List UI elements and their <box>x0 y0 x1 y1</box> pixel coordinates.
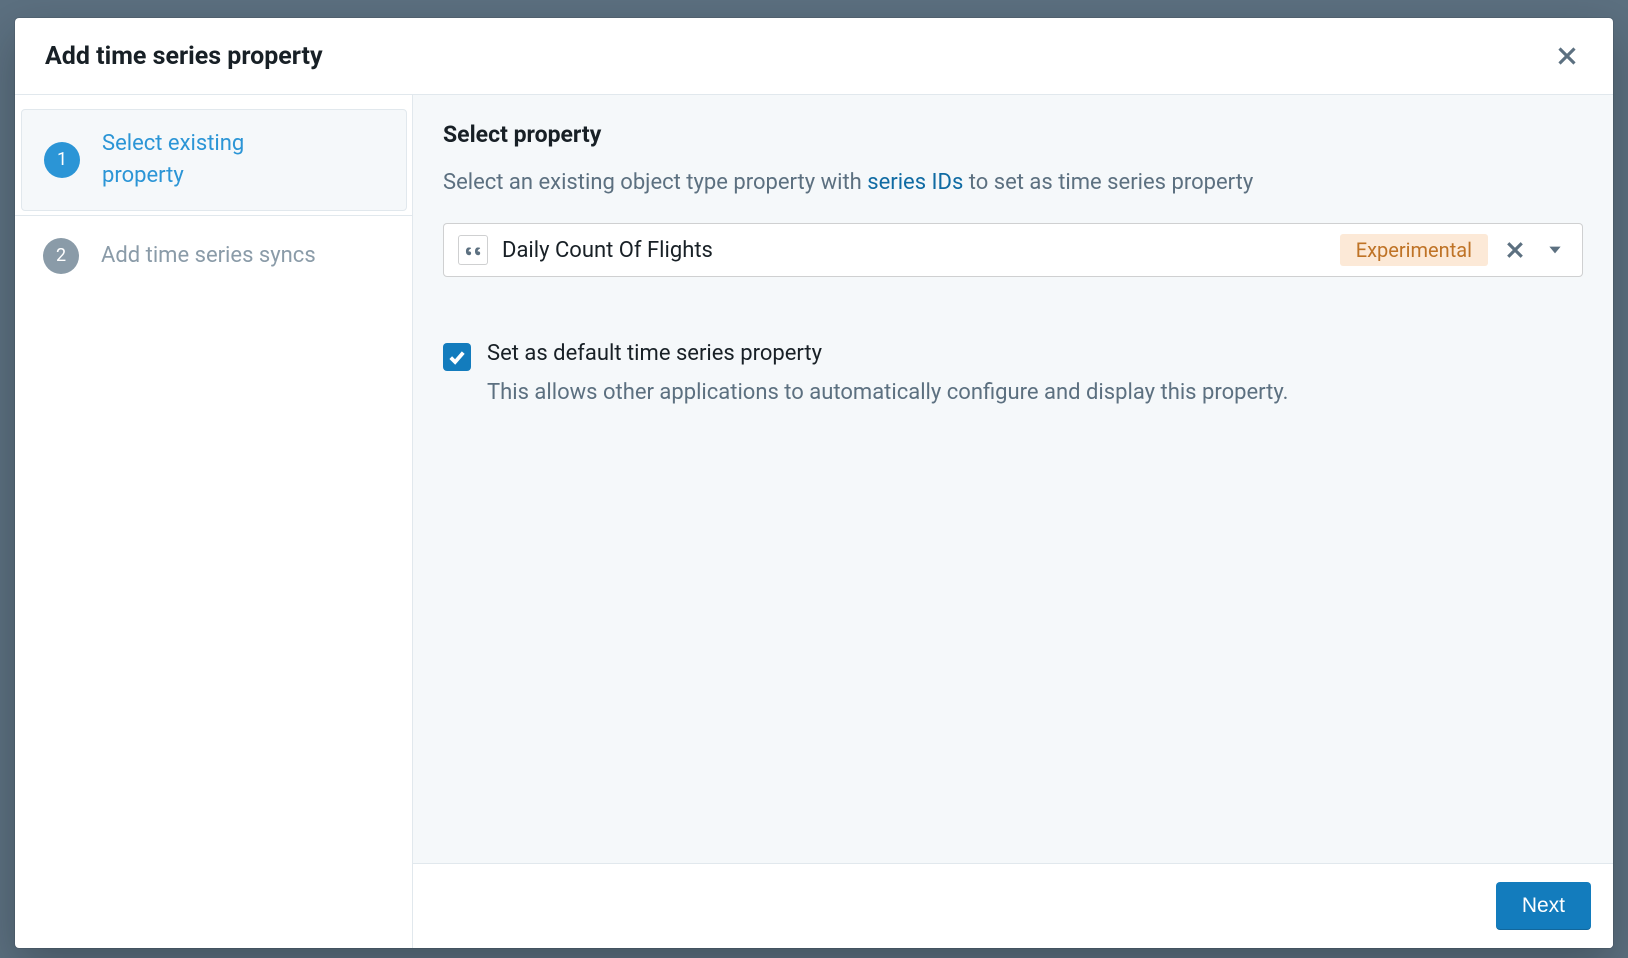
checkbox-label: Set as default time series property <box>487 341 1288 366</box>
step-label: Add time series syncs <box>101 240 316 272</box>
checkbox-text: Set as default time series property This… <box>487 341 1288 409</box>
dropdown-toggle-button[interactable] <box>1542 237 1568 263</box>
step-select-existing-property[interactable]: 1 Select existing property <box>21 109 407 211</box>
step-number-badge: 2 <box>43 238 79 274</box>
step-number-badge: 1 <box>44 142 80 178</box>
default-property-checkbox-block: Set as default time series property This… <box>443 341 1583 409</box>
clear-selection-button[interactable] <box>1502 237 1528 263</box>
next-button[interactable]: Next <box>1496 882 1591 930</box>
close-icon <box>1557 46 1577 66</box>
select-actions <box>1502 237 1568 263</box>
desc-text-suffix: to set as time series property <box>963 170 1253 195</box>
modal-body: 1 Select existing property 2 Add time se… <box>15 95 1613 948</box>
section-title: Select property <box>443 121 1583 148</box>
step-add-time-series-syncs[interactable]: 2 Add time series syncs <box>21 220 407 292</box>
section-description: Select an existing object type property … <box>443 166 1583 199</box>
experimental-badge: Experimental <box>1340 234 1488 266</box>
desc-text-prefix: Select an existing object type property … <box>443 170 867 195</box>
step-label: Select existing property <box>102 128 312 192</box>
wizard-footer: Next <box>413 863 1613 948</box>
check-icon <box>447 347 467 367</box>
modal-title: Add time series property <box>45 42 323 71</box>
modal-header: Add time series property <box>15 18 1613 95</box>
caret-down-icon <box>1546 241 1564 259</box>
set-default-checkbox[interactable] <box>443 343 471 371</box>
wizard-content: Select property Select an existing objec… <box>413 95 1613 948</box>
selected-property-value: Daily Count Of Flights <box>502 238 1326 263</box>
property-select[interactable]: Daily Count Of Flights Experimental <box>443 223 1583 277</box>
checkbox-help-text: This allows other applications to automa… <box>487 376 1288 409</box>
quote-icon <box>458 235 488 265</box>
close-button[interactable] <box>1551 40 1583 72</box>
add-time-series-modal: Add time series property 1 Select existi… <box>15 18 1613 948</box>
step-divider <box>15 215 412 216</box>
series-ids-link[interactable]: series IDs <box>867 170 963 195</box>
wizard-steps-sidebar: 1 Select existing property 2 Add time se… <box>15 95 413 948</box>
content-main: Select property Select an existing objec… <box>413 95 1613 863</box>
close-icon <box>1506 241 1524 259</box>
